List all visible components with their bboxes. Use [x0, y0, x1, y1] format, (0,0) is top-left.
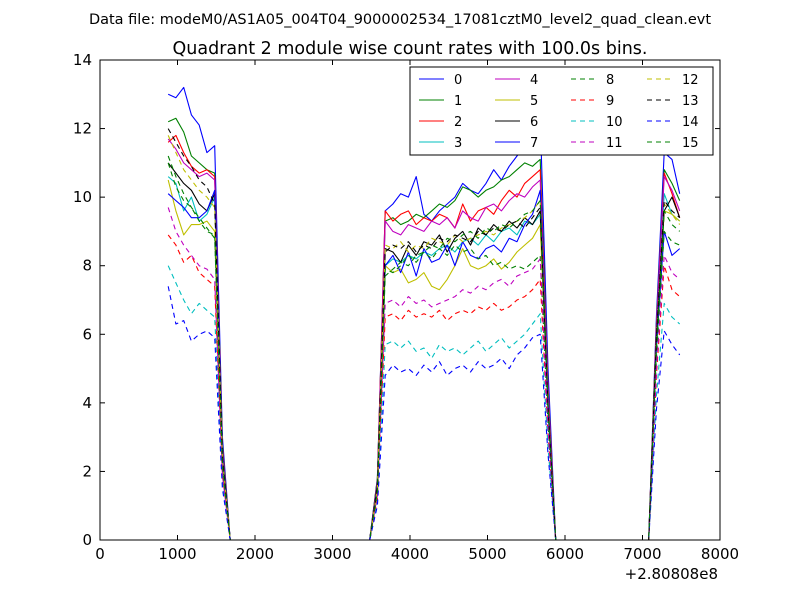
legend-label-9: 9 [606, 94, 614, 109]
y-tick-label: 0 [82, 531, 92, 549]
y-tick-label: 8 [82, 257, 92, 275]
chart-title: Quadrant 2 module wise count rates with … [173, 39, 648, 59]
legend-label-2: 2 [454, 115, 462, 130]
legend-label-5: 5 [530, 94, 538, 109]
legend-label-14: 14 [682, 115, 699, 130]
legend-label-15: 15 [682, 136, 699, 151]
legend-label-3: 3 [454, 136, 462, 151]
series-line-4 [167, 138, 681, 541]
legend-label-10: 10 [606, 115, 623, 130]
series-line-8 [167, 162, 680, 541]
datafile-header: Data file: modeM0/AS1A05_004T04_90000025… [89, 12, 711, 28]
y-tick-label: 14 [73, 51, 92, 69]
x-tick-label: 6000 [546, 545, 584, 563]
legend-label-0: 0 [454, 73, 462, 88]
series-line-5 [167, 179, 681, 541]
series-line-9 [167, 234, 681, 541]
y-tick-label: 4 [82, 394, 92, 412]
x-tick-label: 1000 [158, 545, 196, 563]
x-tick-label: 0 [95, 545, 105, 563]
legend-label-4: 4 [530, 73, 538, 88]
series-line-6 [167, 162, 681, 541]
legend-label-12: 12 [682, 73, 699, 88]
plot-lines [167, 86, 681, 541]
series-line-12 [167, 135, 681, 541]
series-line-13 [167, 128, 681, 541]
legend-label-6: 6 [530, 115, 538, 130]
y-tick-label: 10 [73, 188, 92, 206]
x-tick-label: 7000 [623, 545, 661, 563]
x-offset-label: +2.80808e8 [625, 565, 718, 583]
series-line-14 [167, 286, 681, 541]
legend-label-1: 1 [454, 94, 462, 109]
x-tick-label: 8000 [701, 545, 739, 563]
y-tick-label: 2 [82, 462, 92, 480]
legend-box [409, 66, 714, 156]
y-tick-label: 6 [82, 325, 92, 343]
legend-label-11: 11 [606, 136, 623, 151]
series-line-1 [167, 117, 681, 541]
legend-label-8: 8 [606, 73, 614, 88]
series-line-10 [167, 265, 681, 541]
series-line-0 [167, 86, 681, 541]
x-tick-label: 5000 [468, 545, 506, 563]
x-tick-label: 3000 [313, 545, 351, 563]
legend-label-13: 13 [682, 94, 699, 109]
axes: 0 1000 2000 3000 4000 5000 6000 7000 80000246810… [73, 51, 739, 563]
series-line-15 [167, 155, 681, 541]
series-line-2 [167, 134, 681, 541]
y-tick-label: 12 [73, 120, 92, 138]
x-tick-label: 2000 [236, 545, 274, 563]
x-tick-label: 4000 [391, 545, 429, 563]
legend-label-7: 7 [530, 136, 538, 151]
series-line-11 [167, 207, 681, 541]
